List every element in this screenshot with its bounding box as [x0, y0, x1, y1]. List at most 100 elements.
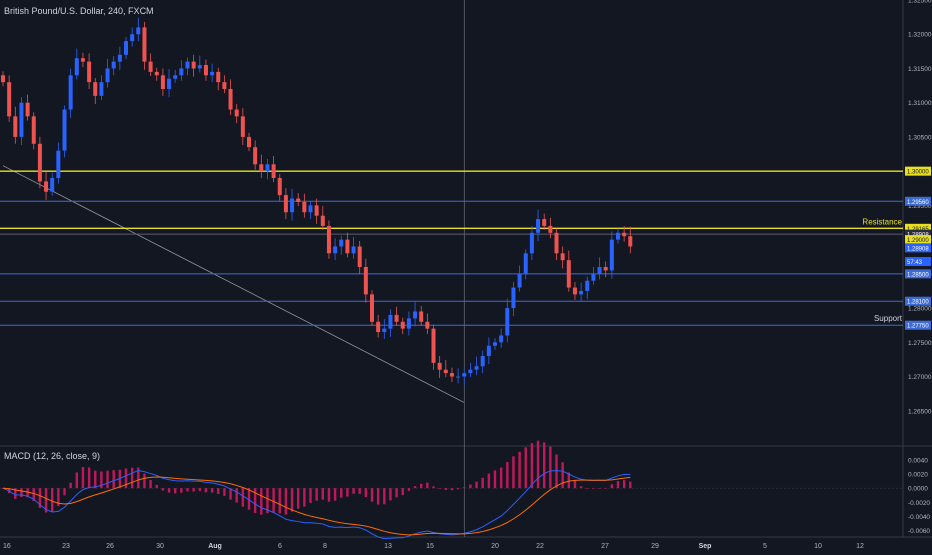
macd-histogram-bar-68	[420, 483, 423, 489]
candle-body-61	[376, 321, 381, 333]
level-label-6: 1.27750	[907, 324, 929, 330]
macd-histogram-bar-30	[186, 488, 189, 492]
macd-histogram-bar-5	[32, 488, 35, 501]
candle-body-19	[117, 54, 122, 62]
macd-histogram-bar-55	[340, 488, 343, 498]
candle-body-23	[142, 27, 147, 62]
candle-body-38	[234, 109, 239, 117]
candle-body-35	[216, 71, 221, 83]
candle-body-40	[247, 136, 251, 148]
candle-body-83	[511, 287, 516, 309]
macd-histogram-bar-6	[38, 488, 42, 508]
candle-body-65	[400, 321, 405, 329]
candle-body-94	[579, 290, 584, 295]
macd-histogram-bar-77	[475, 481, 478, 489]
level-label-1: 1.29560	[907, 200, 929, 206]
price-tick-0: 1.32500	[908, 0, 932, 5]
macd-histogram-bar-8	[51, 488, 54, 512]
macd-histogram-bar-65	[401, 488, 404, 496]
candle-body-1	[7, 82, 12, 117]
macd-histogram-bar-3	[20, 488, 23, 498]
candle-body-69	[425, 321, 430, 329]
candle-body-76	[468, 369, 473, 374]
candle-body-4	[25, 102, 30, 117]
candle-body-13	[80, 58, 85, 62]
candle-body-96	[591, 273, 596, 281]
candle-body-70	[431, 328, 436, 363]
macd-histogram-bar-61	[376, 488, 380, 505]
candle-body-14	[87, 61, 92, 83]
candle-body-73	[449, 373, 454, 377]
time-tick-2: 26	[106, 543, 114, 550]
candle-body-64	[394, 314, 399, 322]
macd-histogram-bar-26	[161, 488, 165, 491]
time-tick-7: 13	[384, 543, 392, 550]
candle-body-68	[419, 311, 424, 322]
time-tick-14: 5	[763, 543, 767, 550]
macd-tick-1: 0.0020	[908, 471, 928, 478]
candle-body-92	[566, 260, 571, 288]
macd-histogram-bar-37	[229, 488, 232, 500]
level-label-box-6	[905, 320, 931, 330]
time-tick-10: 22	[536, 543, 544, 550]
macd-histogram-bar-16	[100, 471, 103, 489]
macd-histogram-bar-62	[383, 488, 386, 505]
level-label-0: 1.30000	[907, 170, 929, 176]
macd-histogram-bar-9	[57, 488, 60, 507]
signal-line	[2, 476, 631, 536]
macd-histogram-bar-58	[358, 488, 361, 494]
trendline	[2, 165, 465, 403]
level-annotation-2: Resistance	[862, 217, 902, 226]
macd-tick-3: -0.0020	[908, 500, 930, 507]
price-label-2: 57:43	[907, 260, 923, 266]
level-label-box-0	[905, 166, 931, 176]
macd-histogram-bar-97	[598, 488, 601, 489]
macd-histogram-bar-99	[610, 484, 614, 489]
price-tick-6: 1.29500	[908, 203, 932, 210]
macd-histogram-bar-56	[346, 488, 349, 497]
macd-histogram-bar-40	[247, 488, 251, 510]
macd-histogram-bar-28	[174, 488, 177, 494]
macd-histogram-bar-12	[75, 472, 78, 489]
macd-histogram-bar-23	[143, 473, 146, 489]
candle-body-25	[154, 71, 159, 76]
macd-histogram-bar-29	[180, 488, 183, 493]
macd-histogram-bar-59	[364, 488, 368, 498]
candle-body-60	[370, 294, 374, 322]
time-tick-15: 10	[814, 543, 822, 550]
candle-body-37	[228, 89, 233, 110]
candle-body-46	[283, 195, 288, 213]
macd-histogram-bar-60	[370, 488, 374, 502]
level-annotation-6: Support	[874, 314, 903, 323]
candle-body-48	[296, 198, 301, 202]
candle-body-31	[191, 61, 196, 69]
candle-body-82	[505, 308, 510, 336]
candle-body-8	[50, 178, 55, 192]
candle-body-55	[339, 239, 344, 247]
candle-body-67	[413, 311, 418, 319]
candle-body-74	[456, 376, 461, 378]
macd-histogram-bar-46	[284, 488, 288, 515]
price-label-box-1	[905, 243, 931, 253]
price-tick-10: 1.27500	[908, 340, 932, 347]
macd-histogram-bar-44	[272, 488, 275, 513]
time-tick-11: 27	[601, 543, 609, 550]
macd-histogram-bar-57	[352, 488, 355, 494]
macd-histogram-bar-66	[407, 488, 411, 491]
candle-body-77	[474, 366, 479, 370]
macd-tick-2: 0.0000	[908, 486, 928, 493]
macd-histogram-bar-45	[278, 488, 281, 514]
macd-histogram-bar-35	[217, 488, 220, 495]
candle-body-58	[357, 246, 362, 267]
level-label-box-5	[905, 296, 931, 306]
level-label-5: 1.28100	[907, 300, 929, 306]
candle-body-79	[486, 345, 491, 356]
candle-body-11	[68, 75, 73, 110]
candle-body-78	[480, 356, 485, 367]
price-tick-1: 1.32000	[908, 32, 932, 39]
macd-histogram-bar-15	[94, 470, 97, 489]
candle-body-32	[197, 65, 202, 69]
macd-histogram-bar-52	[321, 488, 324, 500]
